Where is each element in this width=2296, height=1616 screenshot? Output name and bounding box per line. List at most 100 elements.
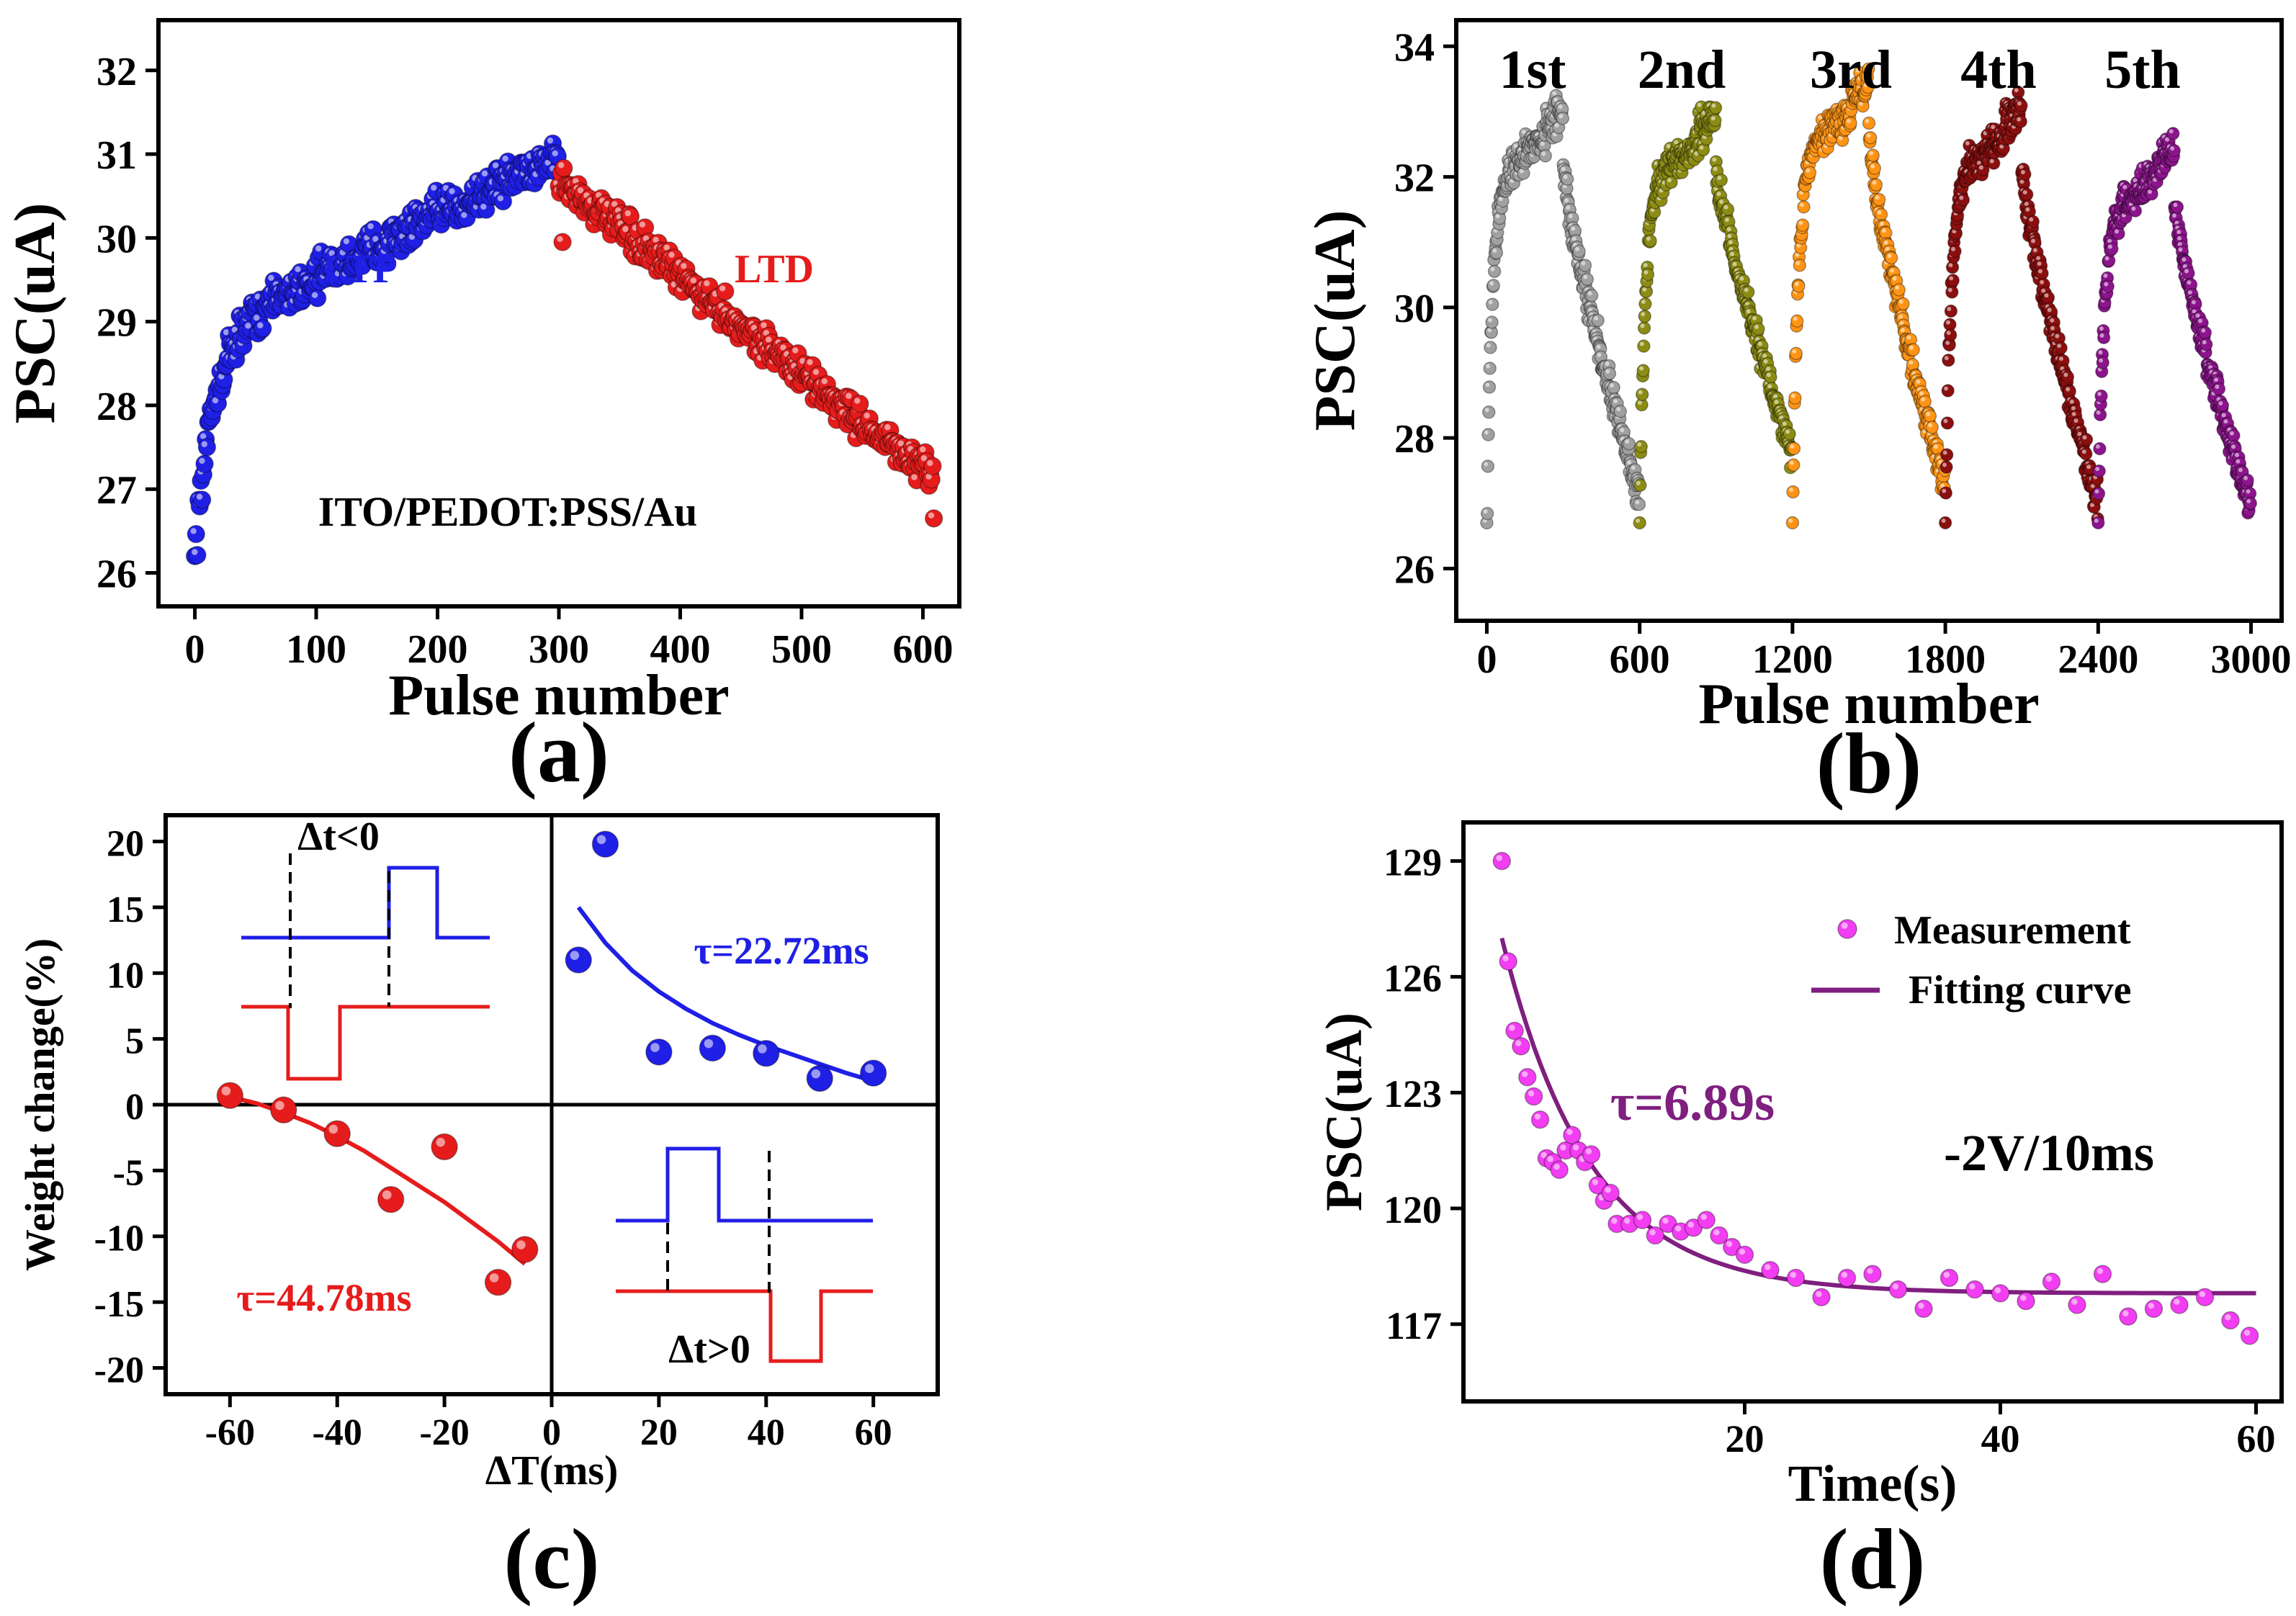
tau-negative-label: τ=44.78ms bbox=[236, 1276, 411, 1319]
y-tick-label: 28 bbox=[97, 385, 137, 429]
data-point bbox=[2097, 331, 2111, 345]
data-point-highlight bbox=[2199, 1290, 2206, 1298]
data-point bbox=[1560, 172, 1574, 186]
data-point-highlight bbox=[1699, 145, 1704, 150]
y-tick-label: -5 bbox=[113, 1152, 144, 1193]
data-point-highlight bbox=[2173, 202, 2178, 207]
data-point-highlight bbox=[2086, 464, 2091, 470]
data-point bbox=[1538, 149, 1553, 163]
data-point-highlight bbox=[1883, 241, 1888, 245]
data-point bbox=[2079, 446, 2093, 461]
data-point-highlight bbox=[719, 285, 726, 292]
data-point-highlight bbox=[2063, 372, 2068, 377]
data-point bbox=[2167, 143, 2181, 158]
data-point-highlight bbox=[1806, 168, 1811, 173]
data-point bbox=[2240, 1327, 2259, 1345]
data-point-highlight bbox=[1890, 268, 1895, 273]
data-point bbox=[1874, 207, 1888, 222]
data-point-highlight bbox=[328, 1124, 338, 1134]
data-point bbox=[1499, 952, 1517, 971]
data-point bbox=[1524, 1087, 1543, 1106]
data-point bbox=[1884, 251, 1898, 265]
data-point-highlight bbox=[1994, 1287, 2001, 1293]
data-point bbox=[1735, 1245, 1754, 1265]
data-point-highlight bbox=[1566, 205, 1571, 210]
x-tick-label: 600 bbox=[892, 627, 953, 672]
data-point-highlight bbox=[2178, 247, 2183, 252]
data-point-highlight bbox=[928, 512, 935, 519]
y-tick-label: 10 bbox=[107, 955, 144, 996]
data-point bbox=[1752, 322, 1765, 336]
data-point-highlight bbox=[2103, 273, 2108, 278]
data-point bbox=[924, 509, 943, 528]
data-point-highlight bbox=[1623, 1218, 1631, 1224]
data-point-highlight bbox=[1587, 291, 1592, 296]
data-point-highlight bbox=[1909, 345, 1914, 350]
y-tick-label: 30 bbox=[1394, 287, 1435, 331]
data-point bbox=[1638, 297, 1652, 311]
data-point bbox=[1601, 1183, 1620, 1203]
y-tick-label: 27 bbox=[97, 468, 137, 513]
data-point-highlight bbox=[1969, 1283, 1976, 1290]
data-point bbox=[753, 1039, 780, 1067]
data-point-highlight bbox=[1515, 1040, 1522, 1046]
data-point bbox=[1638, 309, 1651, 323]
x-tick-label: 20 bbox=[640, 1412, 678, 1453]
data-point bbox=[1584, 289, 1599, 302]
y-tick-label: 126 bbox=[1384, 956, 1442, 1000]
data-point-highlight bbox=[2231, 444, 2236, 449]
data-point bbox=[1906, 343, 1920, 356]
data-point bbox=[1613, 405, 1628, 418]
data-point bbox=[1636, 364, 1650, 377]
data-point bbox=[716, 282, 735, 301]
pre-pulse-trace bbox=[616, 1146, 873, 1223]
data-point bbox=[2119, 1307, 2138, 1326]
data-point bbox=[645, 1038, 673, 1066]
x-tick-label: 0 bbox=[185, 627, 205, 672]
data-point bbox=[2170, 1296, 2189, 1314]
data-point-highlight bbox=[2169, 129, 2174, 134]
data-point-highlight bbox=[807, 359, 813, 366]
data-point-highlight bbox=[1766, 372, 1771, 377]
data-point bbox=[1764, 370, 1777, 384]
cycle-label: 4th bbox=[1960, 40, 2037, 100]
data-point-highlight bbox=[1946, 331, 1951, 336]
data-point-highlight bbox=[650, 1043, 660, 1052]
data-point-highlight bbox=[311, 292, 318, 298]
data-point bbox=[2054, 341, 2068, 355]
data-point bbox=[1714, 173, 1728, 187]
data-point bbox=[1862, 116, 1876, 130]
y-tick-label: 5 bbox=[125, 1021, 144, 1062]
data-point-highlight bbox=[1641, 312, 1646, 317]
data-point-highlight bbox=[2081, 449, 2086, 454]
panel-label: (d) bbox=[1820, 1511, 1926, 1607]
data-point bbox=[1939, 486, 1953, 500]
data-point-highlight bbox=[1613, 399, 1618, 404]
data-point bbox=[1483, 362, 1497, 375]
data-point-highlight bbox=[2235, 452, 2240, 457]
data-point bbox=[1867, 161, 1882, 175]
data-point bbox=[2227, 428, 2241, 443]
tau-positive-label: τ=22.72ms bbox=[694, 929, 869, 972]
data-point-highlight bbox=[1754, 324, 1759, 329]
data-point-highlight bbox=[1792, 349, 1797, 354]
x-tick-label: 40 bbox=[1981, 1417, 2020, 1460]
axis-ticks bbox=[153, 840, 876, 1407]
data-point-highlight bbox=[1639, 366, 1644, 371]
data-point-highlight bbox=[2020, 170, 2025, 175]
data-point bbox=[1481, 428, 1495, 441]
y-tick-label: 20 bbox=[107, 824, 144, 865]
data-point bbox=[484, 1268, 512, 1296]
data-point-highlight bbox=[1553, 1164, 1560, 1170]
data-point bbox=[1872, 192, 1886, 207]
y-tick-label: -10 bbox=[94, 1218, 144, 1260]
data-point-highlight bbox=[2115, 229, 2120, 234]
data-point-highlight bbox=[1564, 198, 1569, 203]
data-point-highlight bbox=[1926, 411, 1931, 416]
data-point bbox=[1785, 516, 1800, 530]
data-point bbox=[323, 1120, 351, 1147]
data-point-highlight bbox=[1666, 143, 1671, 148]
data-point bbox=[2042, 1272, 2061, 1291]
data-point-highlight bbox=[1757, 341, 1762, 346]
data-point-highlight bbox=[1528, 1090, 1535, 1097]
